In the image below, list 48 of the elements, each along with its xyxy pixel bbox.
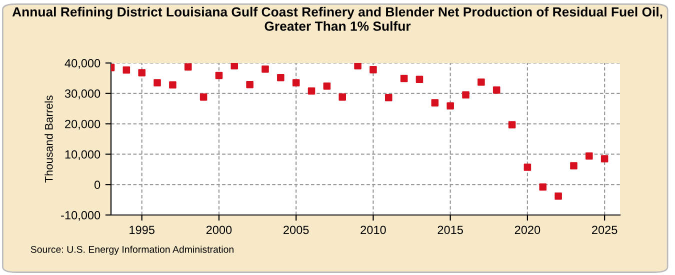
- point: [354, 63, 362, 70]
- chart-title: Annual Refining District Louisiana Gulf Coast Refinery and Blender Net Production of Residual Fuel Oil, Greater Than 1% Sulfur: [12, 6, 662, 31]
- point: [524, 164, 532, 171]
- point: [478, 78, 485, 86]
- x-tick-label: 2025: [592, 226, 618, 234]
- point: [416, 76, 424, 84]
- point: [277, 74, 284, 82]
- point: [492, 86, 500, 94]
- point: [292, 79, 300, 86]
- y-tick-label: 40,000: [64, 59, 100, 69]
- point: [554, 192, 562, 200]
- point: [384, 94, 392, 102]
- x-tick-label: 2005: [284, 226, 309, 234]
- point: [230, 63, 238, 70]
- y-axis-title: Thousand Barrels: [44, 96, 53, 183]
- x-tick-label: 1995: [130, 226, 154, 234]
- point: [570, 162, 578, 170]
- point: [600, 155, 608, 162]
- point: [262, 65, 269, 73]
- point: [400, 74, 408, 82]
- point: [122, 66, 130, 74]
- x-tick-label: 2000: [206, 226, 232, 234]
- point: [446, 102, 454, 110]
- point: [154, 79, 161, 86]
- y-tick-label: 0: [94, 180, 100, 189]
- y-tick-label: 30,000: [64, 89, 100, 100]
- point: [308, 87, 316, 95]
- point: [539, 183, 547, 191]
- point: [246, 80, 254, 88]
- x-tick-label: 2015: [438, 226, 463, 234]
- point: [586, 152, 593, 160]
- point: [431, 99, 439, 106]
- point: [169, 81, 176, 89]
- point: [138, 69, 146, 76]
- source-note: Source: U.S. Energy Information Administration: [30, 246, 234, 255]
- y-tick-label: 10,000: [65, 150, 100, 160]
- point: [323, 82, 331, 90]
- point: [508, 121, 516, 128]
- point: [338, 93, 346, 101]
- point: [215, 72, 223, 80]
- y-tick-label: 20,000: [65, 120, 100, 130]
- x-tick-label: 2010: [360, 226, 386, 234]
- point: [200, 93, 208, 101]
- point: [184, 63, 192, 71]
- point: [370, 66, 377, 74]
- point: [462, 91, 470, 99]
- x-tick-label: 2020: [514, 226, 540, 234]
- y-tick-label: -10,000: [61, 211, 100, 221]
